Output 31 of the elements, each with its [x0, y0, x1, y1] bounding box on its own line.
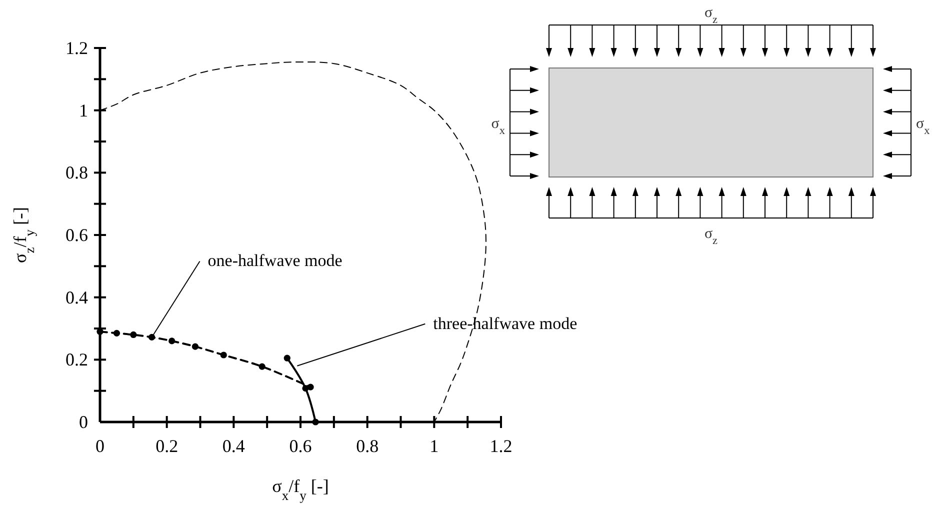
x-axis-title: σ$_{x}$/f$_{y}$ [-] [272, 476, 329, 502]
annotation: three-halfwave mode [433, 314, 578, 333]
y-tick-label: 0 [79, 412, 88, 432]
x-tick-label: 0 [96, 436, 104, 456]
x-tick-label: 0.2 [156, 436, 178, 456]
point [168, 338, 176, 344]
annotation: one-halfwave mode [208, 251, 342, 270]
point [192, 343, 199, 350]
point [312, 418, 319, 426]
x-tick-label: 1 [430, 436, 439, 456]
point [113, 330, 120, 336]
y-tick-label: 1 [79, 100, 88, 120]
y-tick-label: 1.2 [66, 38, 88, 58]
annotation: σ$_{x}$ [491, 116, 506, 137]
point [258, 363, 266, 370]
x-tick-label: 0.4 [222, 436, 245, 456]
text: σ$_{x}$ [916, 116, 930, 137]
text: σ$_{z}$ [704, 5, 718, 26]
point [302, 385, 309, 392]
point [130, 331, 137, 338]
y-tick-label: 0.6 [66, 225, 88, 245]
y-tick-label: 0.2 [66, 350, 88, 370]
point [284, 354, 290, 362]
x-tick-label: 0.8 [356, 436, 379, 456]
y-tick-label: 0.4 [66, 287, 88, 308]
point [148, 334, 156, 341]
x-tick-label: 0.6 [289, 436, 312, 456]
x-tick-label: 1.2 [490, 436, 512, 456]
text: σ$_{z}$ [704, 226, 718, 247]
y-tick-label: 0.8 [66, 162, 88, 183]
point [220, 352, 227, 358]
